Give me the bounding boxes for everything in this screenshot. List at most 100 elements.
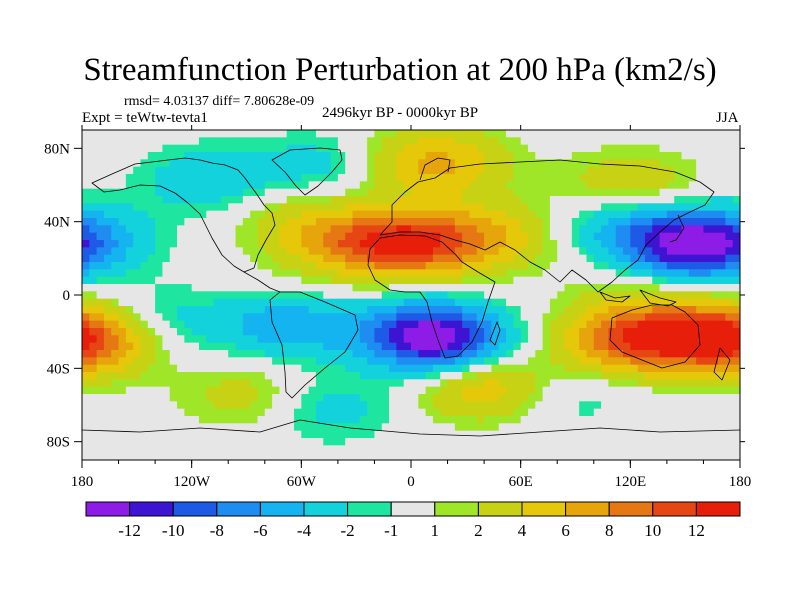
field-cell <box>527 240 536 248</box>
field-cell <box>542 247 551 256</box>
field-cell <box>432 328 441 336</box>
field-cell <box>718 218 726 226</box>
field-cell <box>103 210 112 219</box>
field-cell <box>228 262 237 270</box>
field-cell <box>637 452 646 460</box>
field-cell <box>140 320 149 329</box>
field-cell <box>637 130 646 138</box>
field-cell <box>725 306 734 314</box>
field-cell <box>96 166 105 175</box>
field-cell <box>462 313 471 322</box>
field-cell <box>169 306 178 314</box>
field-cell <box>359 254 368 263</box>
field-cell <box>454 284 463 292</box>
field-cell <box>491 196 500 204</box>
field-cell <box>593 342 602 351</box>
field-cell <box>103 438 112 446</box>
field-cell <box>732 130 740 138</box>
field-cell <box>425 130 434 138</box>
field-cell <box>250 137 259 146</box>
field-cell <box>177 401 185 410</box>
field-cell <box>491 137 500 146</box>
field-cell <box>608 313 617 322</box>
field-cell <box>469 408 478 417</box>
field-cell <box>133 269 142 278</box>
field-cell <box>315 372 324 380</box>
field-cell <box>586 284 595 292</box>
field-cell <box>681 188 690 197</box>
field-cell <box>564 218 573 226</box>
field-cell <box>279 401 288 410</box>
field-cell <box>264 416 273 424</box>
field-cell <box>513 240 522 248</box>
field-cell <box>242 364 251 373</box>
field-cell <box>688 416 697 424</box>
field-cell <box>491 188 500 197</box>
field-cell <box>484 254 493 263</box>
field-cell <box>681 203 690 212</box>
field-cell <box>228 372 237 380</box>
field-cell <box>140 284 149 292</box>
field-cell <box>637 181 646 190</box>
field-cell <box>213 445 222 454</box>
field-cell <box>162 357 171 366</box>
field-cell <box>257 342 266 351</box>
field-cell <box>623 320 631 329</box>
field-cell <box>250 401 259 410</box>
field-cell <box>535 401 544 410</box>
field-cell <box>367 386 376 395</box>
field-cell <box>571 386 580 395</box>
field-cell <box>527 423 536 432</box>
field-cell <box>725 386 734 395</box>
field-cell <box>454 357 463 366</box>
field-cell <box>389 394 397 402</box>
field-cell <box>498 350 507 358</box>
field-cell <box>96 188 105 197</box>
field-cell <box>432 174 441 182</box>
field-cell <box>644 328 653 336</box>
field-cell <box>571 291 580 300</box>
field-cell <box>279 438 288 446</box>
field-cell <box>206 210 215 219</box>
field-cell <box>191 225 200 234</box>
field-cell <box>688 452 697 460</box>
field-cell <box>198 379 207 388</box>
field-cell <box>681 247 690 256</box>
field-cell <box>491 320 500 329</box>
field-cell <box>601 350 609 358</box>
field-cell <box>579 320 588 329</box>
field-cell <box>454 328 463 336</box>
field-cell <box>403 284 412 292</box>
field-cell <box>425 445 434 454</box>
field-cell <box>564 225 573 234</box>
field-cell <box>396 401 405 410</box>
field-cell <box>644 335 653 344</box>
field-cell <box>476 438 485 446</box>
field-cell <box>169 254 178 263</box>
field-cell <box>476 203 485 212</box>
field-cell <box>352 445 361 454</box>
field-cell <box>688 364 697 373</box>
field-cell <box>703 423 712 432</box>
field-cell <box>359 247 368 256</box>
field-cell <box>381 291 390 300</box>
field-cell <box>367 210 376 219</box>
field-cell <box>535 313 544 322</box>
field-cell <box>513 357 522 366</box>
field-cell <box>220 423 229 432</box>
field-cell <box>623 423 631 432</box>
field-cell <box>345 137 354 146</box>
field-cell <box>184 416 193 424</box>
field-cell <box>228 159 237 168</box>
field-cell <box>644 445 653 454</box>
field-cell <box>718 254 726 263</box>
field-cell <box>162 225 171 234</box>
x-axis: 180 120W 60W 0 60E 120E 180 <box>71 125 751 490</box>
field-cell <box>462 386 471 395</box>
field-cell <box>506 350 514 358</box>
field-cell <box>688 394 697 402</box>
field-cell <box>476 372 485 380</box>
field-cell <box>593 320 602 329</box>
field-cell <box>725 320 734 329</box>
field-cell <box>250 357 259 366</box>
